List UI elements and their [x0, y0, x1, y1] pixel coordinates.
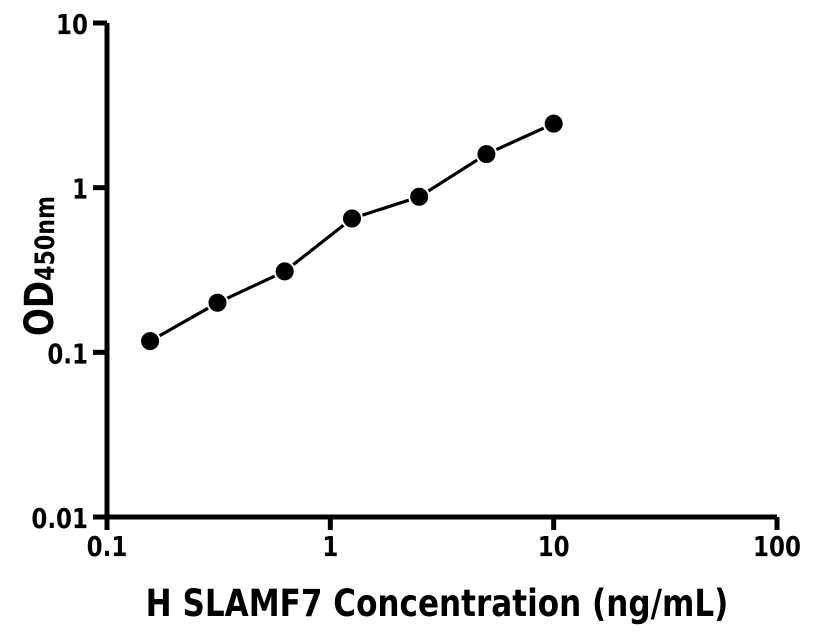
y-axis-title-subscript: 450nm	[29, 196, 61, 281]
data-point	[408, 185, 431, 208]
x-tick-label: 100	[753, 531, 801, 564]
y-axis-title: OD450nm	[16, 196, 63, 336]
axis-spine	[104, 23, 777, 520]
data-point	[542, 112, 565, 135]
y-tick-label: 10	[56, 9, 88, 42]
data-point	[475, 143, 498, 166]
data-point	[273, 260, 296, 283]
y-tick-label: 0.1	[47, 338, 88, 371]
x-axis-title-group: H SLAMF7 Concentration (ng/mL)	[146, 582, 729, 625]
data-point	[139, 330, 162, 353]
y-axis-title-main: OD	[16, 281, 63, 336]
series-group	[139, 112, 565, 353]
data-point	[206, 291, 229, 314]
y-axis-title-group: OD450nm	[16, 196, 63, 336]
y-tick-label: 0.01	[31, 503, 88, 536]
x-tick-label: 10	[538, 531, 570, 564]
x-tick-label: 0.1	[87, 531, 128, 564]
x-axis-title: H SLAMF7 Concentration (ng/mL)	[146, 582, 729, 625]
data-point	[341, 207, 363, 230]
x-tick-label: 1	[322, 531, 338, 564]
y-tick-label: 1	[72, 174, 88, 207]
